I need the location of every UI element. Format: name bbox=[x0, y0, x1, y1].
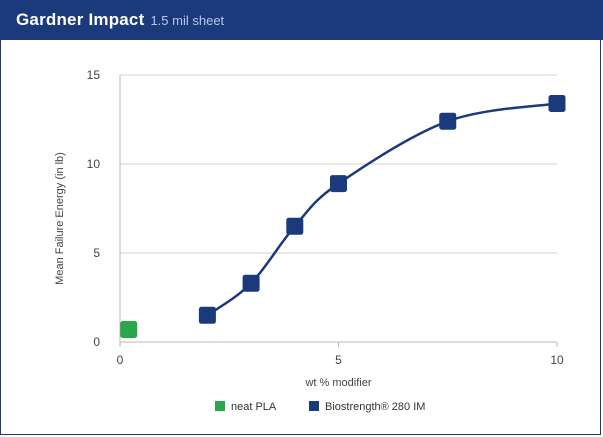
x-tick-label-5: 5 bbox=[335, 353, 342, 367]
legend-label-1: Biostrength® 280 IM bbox=[325, 401, 425, 413]
x-axis-title: wt % modifier bbox=[304, 377, 371, 389]
data-point-1-1 bbox=[242, 274, 260, 292]
series-line-1 bbox=[206, 102, 558, 317]
x-tick-label-0: 0 bbox=[117, 353, 124, 367]
data-point-1-3 bbox=[330, 175, 347, 193]
data-point-1-5 bbox=[548, 94, 566, 112]
y-tick-label-5: 5 bbox=[93, 246, 100, 260]
y-tick-label-15: 15 bbox=[87, 68, 101, 82]
chart-frame bbox=[0, 40, 601, 435]
legend-label-0: neat PLA bbox=[231, 401, 277, 413]
data-point-1-0 bbox=[198, 306, 216, 324]
data-point-0-0 bbox=[120, 321, 138, 339]
y-tick-label-10: 10 bbox=[87, 157, 101, 171]
y-tick-label-0: 0 bbox=[93, 335, 100, 349]
y-axis-title: Mean Failure Energy (in lb) bbox=[54, 152, 66, 285]
chart-subtitle: 1.5 mil sheet bbox=[150, 12, 225, 28]
x-tick-label-10: 10 bbox=[550, 353, 564, 367]
legend-swatch-1 bbox=[309, 401, 319, 411]
data-point-1-2 bbox=[286, 217, 304, 235]
data-point-1-4 bbox=[439, 112, 457, 130]
chart-header: Gardner Impact 1.5 mil sheet bbox=[0, 0, 603, 40]
chart-title: Gardner Impact bbox=[16, 10, 145, 29]
legend-swatch-0 bbox=[215, 401, 225, 411]
